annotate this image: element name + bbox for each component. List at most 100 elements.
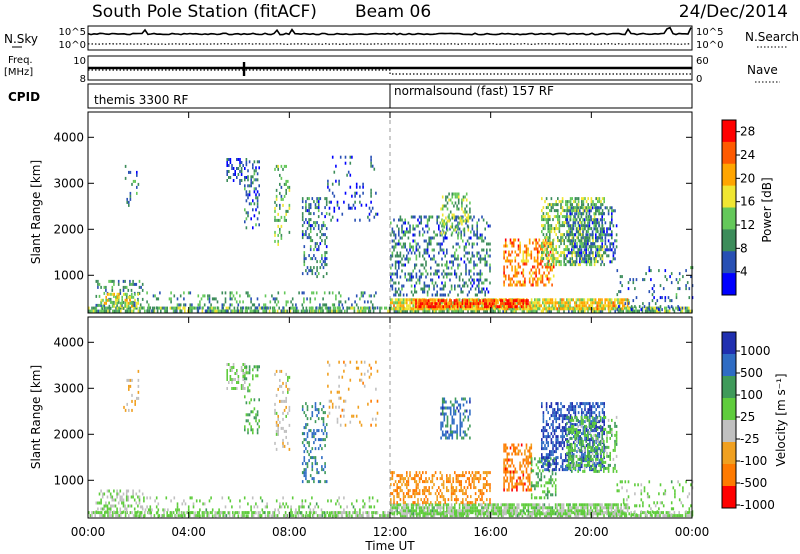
heatmap-cell (591, 230, 594, 234)
heatmap-cell (111, 304, 114, 308)
heatmap-cell (100, 301, 103, 305)
heatmap-cell (274, 402, 276, 406)
heatmap-cell (438, 263, 440, 267)
heatmap-cell (551, 265, 553, 269)
heatmap-cell (585, 304, 587, 308)
heatmap-cell (418, 221, 421, 225)
heatmap-cell (128, 378, 130, 382)
heatmap-cell (166, 511, 168, 515)
heatmap-cell (390, 233, 392, 237)
heatmap-cell (328, 309, 330, 313)
heatmap-cell (395, 309, 397, 313)
heatmap-cell (457, 293, 459, 297)
heatmap-cell (461, 216, 463, 220)
heatmap-cell (670, 281, 673, 285)
heatmap-cell (524, 301, 526, 305)
heatmap-cell (314, 408, 317, 412)
heatmap-cell (359, 218, 361, 222)
heatmap-cell (321, 511, 324, 515)
heatmap-cell (656, 299, 659, 303)
heatmap-cell (438, 242, 440, 246)
heatmap-cell (625, 309, 628, 313)
heatmap-cell (651, 287, 654, 291)
heatmap-cell (685, 269, 687, 273)
heatmap-cell (527, 299, 529, 303)
heatmap-cell (569, 206, 572, 210)
heatmap-cell (127, 504, 130, 508)
heatmap-cell (244, 363, 246, 366)
heatmap-cell (178, 303, 180, 307)
heatmap-cell (509, 262, 512, 266)
heatmap-cell (339, 294, 342, 298)
heatmap-cell (321, 306, 324, 310)
heatmap-cell (418, 251, 421, 255)
heatmap-cell (445, 302, 448, 306)
heatmap-cell (478, 218, 480, 222)
heatmap-cell (444, 284, 446, 288)
heatmap-cell (319, 230, 322, 234)
heatmap-cell (545, 236, 548, 240)
heatmap-cell (372, 511, 375, 515)
heatmap-cell (618, 307, 621, 311)
heatmap-cell (328, 291, 331, 295)
heatmap-cell (508, 253, 510, 257)
heatmap-cell (622, 307, 624, 311)
heatmap-cell (317, 505, 320, 509)
heatmap-cell (577, 254, 580, 258)
heatmap-cell (228, 306, 231, 310)
heatmap-cell (309, 245, 312, 249)
heatmap-cell (437, 305, 440, 309)
heatmap-cell (308, 254, 310, 258)
heatmap-cell (126, 378, 128, 382)
heatmap-cell (479, 260, 482, 264)
heatmap-cell (282, 426, 284, 430)
heatmap-cell (314, 297, 316, 301)
heatmap-cell (229, 158, 232, 161)
heatmap-cell (582, 227, 584, 231)
heatmap-cell (391, 251, 394, 255)
heatmap-cell (582, 514, 584, 518)
heatmap-cell (542, 206, 545, 210)
heatmap-cell (165, 496, 168, 500)
heatmap-cell (593, 215, 596, 219)
heatmap-cell (391, 239, 394, 243)
heatmap-cell (390, 503, 392, 507)
heatmap-cell (311, 224, 314, 228)
heatmap-cell (176, 306, 178, 310)
heatmap-cell (287, 505, 289, 509)
heatmap-cell (285, 212, 287, 216)
heatmap-cell (508, 305, 510, 309)
heatmap-cell (401, 224, 403, 228)
heatmap-cell (375, 387, 377, 391)
heatmap-cell (239, 164, 241, 167)
heatmap-cell (509, 253, 512, 257)
heatmap-cell (568, 227, 570, 231)
heatmap-cell (470, 257, 472, 261)
heatmap-cell (582, 197, 585, 201)
heatmap-cell (221, 496, 224, 500)
heatmap-cell (665, 306, 668, 310)
heatmap-cell (411, 309, 413, 313)
heatmap-cell (96, 309, 98, 313)
heatmap-cell (598, 304, 600, 308)
heatmap-cell (253, 187, 256, 191)
heatmap-cell (399, 503, 402, 507)
heatmap-cell (555, 209, 557, 213)
heatmap-cell (514, 307, 517, 311)
heatmap-cell (646, 309, 648, 313)
heatmap-cell (495, 301, 498, 305)
heatmap-cell (129, 511, 132, 515)
heatmap-cell (298, 291, 300, 295)
heatmap-cell (544, 253, 547, 257)
heatmap-cell (439, 221, 442, 225)
heatmap-cell (168, 297, 171, 301)
heatmap-cell (226, 309, 228, 313)
heatmap-cell (256, 199, 259, 203)
heatmap-cell (583, 221, 586, 225)
heatmap-cell (591, 221, 594, 225)
heatmap-cell (362, 514, 364, 518)
heatmap-cell (452, 307, 454, 311)
heatmap-cell (111, 288, 114, 292)
heatmap-cell (614, 298, 616, 302)
heatmap-cell (502, 514, 504, 518)
